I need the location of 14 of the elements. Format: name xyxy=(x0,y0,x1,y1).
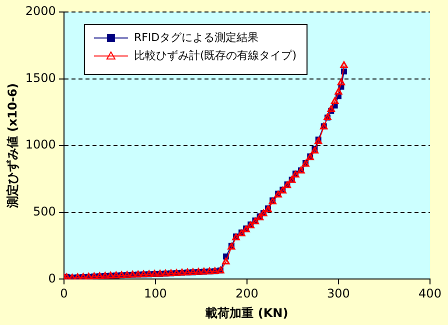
y-tick-label: 1000 xyxy=(25,138,56,152)
x-tick-label: 300 xyxy=(327,286,350,301)
x-tick-label: 200 xyxy=(236,286,258,301)
x-tick-label: 400 xyxy=(418,286,442,301)
x-tick-label: 100 xyxy=(144,286,167,301)
y-tick-label: 0 xyxy=(48,271,56,286)
y-tick-label: 500 xyxy=(33,204,56,219)
legend-label: RFIDタグによる測定結果 xyxy=(134,30,259,44)
legend-label: 比較ひずみ計(既存の有線タイプ) xyxy=(134,48,297,62)
x-axis-title: 載荷加重 (KN) xyxy=(204,306,288,320)
y-tick-label: 2000 xyxy=(25,4,56,18)
y-axis-title: 測定ひずみ値 (x10-6) xyxy=(5,83,20,210)
y-tick-label: 1500 xyxy=(25,70,56,85)
x-tick-label: 0 xyxy=(60,286,68,301)
